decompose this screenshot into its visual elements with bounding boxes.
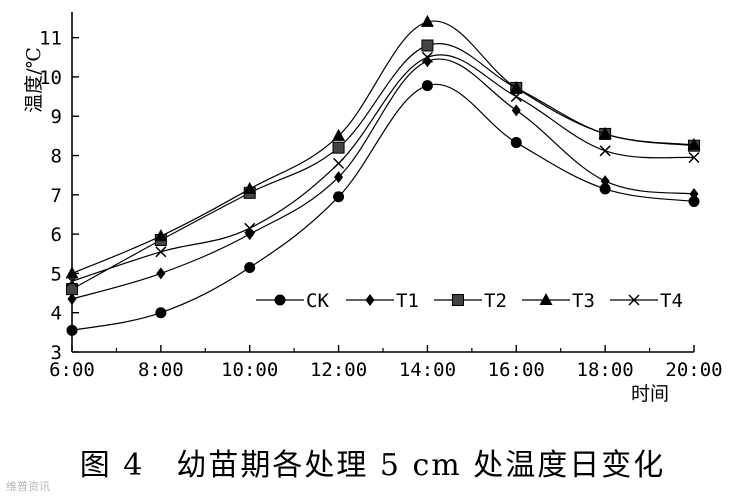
data-point-t3 [598,126,612,139]
legend-label-t2: T2 [484,290,507,312]
line-chart: 3 4 5 6 7 8 9 10 11 6:00 8:00 10:00 12:00 14:00 16:00 1… [23,12,723,405]
data-point-ck [333,191,345,203]
data-point-ck [688,196,700,208]
series-line-t2 [71,43,695,290]
x-axis-title: 时间 [631,383,669,405]
y-tick-label: 6 [51,224,62,246]
data-point-t1 [600,175,610,188]
y-tick-label: 7 [51,185,62,207]
data-point-t4 [244,222,256,234]
series-line-t1 [71,58,695,300]
x-tick-label: 6:00 [49,359,95,381]
data-point-t3 [509,80,523,93]
data-point-t1 [689,188,699,201]
cross-stroke [333,157,345,169]
data-point-t3 [687,137,701,150]
data-point-ck [510,137,522,149]
data-point-ck [599,183,611,195]
legend-item-t2: T2 [434,290,507,312]
x-tick-label: 20:00 [665,359,722,381]
data-point-t4 [66,275,78,287]
cross-stroke [66,275,78,287]
data-point-t1 [511,104,521,117]
x-tick-label: 14:00 [399,359,456,381]
x-tick-label: 10:00 [221,359,278,381]
cross-stroke [244,222,256,234]
y-tick-label: 3 [51,342,62,364]
y-tick-label: 10 [39,67,62,89]
y-tick-label: 8 [51,146,62,168]
legend-marker-ck [274,294,286,306]
legend-item-ck: CK [256,290,329,312]
data-point-t4 [510,91,522,103]
data-point-t4 [421,51,433,63]
data-point-t3 [332,128,346,141]
legend-label-t4: T4 [660,290,683,312]
y-tick-label: 9 [51,106,62,128]
series-line-ck [71,83,695,331]
axes: 3 4 5 6 7 8 9 10 11 6:00 8:00 10:00 12:00 14:00 16:00 1… [39,12,723,381]
legend-marker-t1 [365,294,375,306]
data-point-t3 [154,229,168,242]
y-axis-title: 温度/℃ [23,47,45,113]
legend-marker-t3 [539,293,553,305]
data-point-t4 [599,145,611,157]
x-tick-label: 16:00 [488,359,545,381]
cross-stroke [628,294,640,306]
data-point-t4 [688,151,700,164]
data-point-ck [244,262,256,274]
x-tick-label: 18:00 [577,359,634,381]
series-layer [65,14,701,336]
series-line-t4 [71,54,695,282]
series-ck [66,80,700,336]
data-point-ck [421,80,433,92]
data-point-t4 [333,157,345,169]
data-point-t4 [155,246,167,258]
legend-label-t1: T1 [396,290,419,312]
y-tick-label: 4 [51,303,62,325]
series-t4 [66,51,700,287]
legend-label-t3: T3 [572,290,595,312]
cross-stroke [421,51,433,63]
y-tick-label: 5 [51,263,62,285]
data-point-t1 [334,171,344,184]
x-tick-label: 8:00 [138,359,184,381]
data-point-t2 [421,39,434,52]
figure-caption: 图 4 幼苗期各处理 5 cm 处温度日变化 [79,448,666,483]
data-point-t2 [66,283,78,296]
data-point-t3 [243,181,257,194]
data-point-ck [66,324,78,336]
legend-marker-t2 [452,294,464,306]
y-tick-label: 11 [39,28,62,50]
watermark: 维普资讯 [6,480,50,493]
series-t3 [65,14,701,279]
x-tick-label: 12:00 [310,359,367,381]
cross-stroke [510,91,522,103]
series-line-t3 [71,20,695,274]
series-t1 [67,55,699,305]
data-point-t3 [65,266,79,279]
legend-item-t3: T3 [522,290,595,312]
cross-stroke [599,145,611,157]
data-point-t2 [332,141,345,154]
legend-item-t4: T4 [610,290,683,312]
legend: CK T1 T2 T3 T4 [256,290,683,312]
legend-item-t1: T1 [346,290,419,312]
data-point-t1 [67,292,77,305]
data-point-t1 [156,267,166,280]
data-point-ck [155,307,167,319]
cross-stroke [155,246,167,258]
legend-marker-t4 [628,294,640,306]
data-point-t3 [420,14,434,27]
series-t2 [66,39,700,296]
legend-label-ck: CK [306,290,329,312]
cross-stroke [688,151,700,164]
